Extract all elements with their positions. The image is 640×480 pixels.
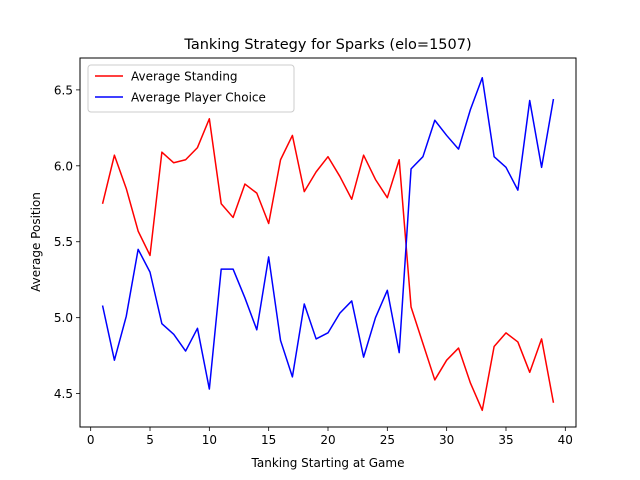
series-line-1 xyxy=(101,117,555,412)
legend-label-2: Average Player Choice xyxy=(131,91,266,105)
series-line-2 xyxy=(101,76,555,390)
x-tick-label: 40 xyxy=(558,433,573,447)
x-tick-label: 0 xyxy=(87,433,95,447)
chart-title: Tanking Strategy for Sparks (elo=1507) xyxy=(183,37,471,53)
x-tick-label: 30 xyxy=(439,433,454,447)
y-tick-label: 6.5 xyxy=(54,83,73,97)
y-tick-label: 5.0 xyxy=(54,311,73,325)
x-tick-label: 35 xyxy=(498,433,513,447)
x-tick-label: 15 xyxy=(261,433,276,447)
y-tick-label: 5.5 xyxy=(54,235,73,249)
x-axis: 0 5 10 15 20 25 30 35 40 xyxy=(87,427,573,447)
series-layer xyxy=(101,76,555,412)
y-tick-label: 6.0 xyxy=(54,159,73,173)
legend: Average Standing Average Player Choice xyxy=(87,64,295,113)
x-tick-label: 10 xyxy=(202,433,217,447)
x-tick-label: 5 xyxy=(146,433,154,447)
y-axis: 4.5 5.0 5.5 6.0 6.5 xyxy=(54,83,80,401)
legend-label-1: Average Standing xyxy=(131,70,238,84)
legend-box xyxy=(87,64,295,113)
x-axis-title: Tanking Starting at Game xyxy=(251,456,405,470)
x-tick-label: 20 xyxy=(320,433,335,447)
y-axis-title: Average Position xyxy=(29,192,43,292)
x-tick-label: 25 xyxy=(380,433,395,447)
y-tick-label: 4.5 xyxy=(54,387,73,401)
